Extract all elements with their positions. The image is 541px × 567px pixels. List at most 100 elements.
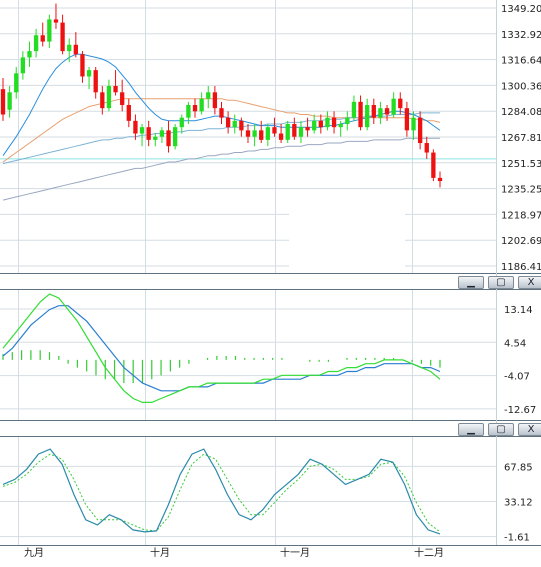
- kd-panel: [2, 448, 441, 535]
- candle-body-16: [106, 85, 112, 109]
- macd-dif-line: [2, 293, 441, 403]
- candle-body-9: [60, 22, 65, 52]
- candle-body-39: [259, 130, 264, 140]
- candle-body-57: [378, 108, 383, 118]
- price-tick-label-7: 1235.25: [501, 185, 541, 196]
- macd-panel: [2, 293, 441, 403]
- month-label-0: 九月: [24, 547, 44, 559]
- candle-body-4: [27, 51, 32, 58]
- candle-body-31: [206, 92, 211, 99]
- month-label-1: 十月: [150, 546, 170, 559]
- candle-body-36: [239, 120, 244, 131]
- macd-minimize-button[interactable]: ▁: [458, 276, 484, 289]
- candle-body-37: [245, 130, 251, 137]
- candle-body-52: [345, 117, 350, 125]
- kd-tick-label-2: -1.61: [504, 533, 530, 544]
- kd-minimize-button[interactable]: ▁: [458, 423, 484, 436]
- price-tick-label-10: 1186.41: [501, 262, 541, 273]
- candle-body-34: [225, 117, 231, 128]
- price-tick-label-4: 1284.08: [501, 107, 541, 118]
- ma-long-line: [2, 137, 440, 201]
- candle-body-22: [146, 127, 151, 140]
- candle-body-38: [252, 130, 257, 137]
- kd-restore-button[interactable]: ▢: [488, 423, 514, 436]
- candle-body-42: [278, 133, 284, 140]
- kd-tick-label-1: 33.12: [504, 497, 533, 508]
- candle-body-41: [272, 127, 277, 134]
- candle-body-65: [431, 152, 436, 178]
- panel-gap-1: [0, 420, 541, 437]
- blank-overlay: [289, 203, 405, 269]
- candle-body-27: [179, 117, 184, 128]
- price-tick-label-9: 1202.69: [501, 236, 541, 247]
- candle-body-11: [73, 44, 78, 55]
- kd-tick-label-0: 67.85: [504, 462, 533, 473]
- candle-body-19: [126, 104, 131, 121]
- candle-body-58: [384, 108, 390, 115]
- candle-body-45: [298, 127, 304, 137]
- candle-body-6: [40, 35, 45, 42]
- candle-body-0: [0, 89, 6, 115]
- candle-body-64: [424, 143, 429, 153]
- candle-body-55: [365, 104, 370, 128]
- kd-d-line: [2, 453, 441, 533]
- macd-tick-label-2: -4.07: [504, 372, 530, 383]
- candle-body-54: [358, 101, 363, 128]
- price-tick-label-2: 1316.64: [501, 56, 541, 67]
- macd-tick-label-0: 13.14: [504, 305, 533, 316]
- candle-body-14: [93, 70, 98, 93]
- candle-body-63: [417, 117, 423, 144]
- candle-body-53: [351, 101, 357, 118]
- price-tick-label-6: 1251.53: [501, 159, 541, 170]
- candle-body-48: [318, 120, 323, 128]
- panel-gap-0: [0, 273, 541, 290]
- macd-tick-label-1: 4.54: [504, 338, 526, 349]
- candle-body-21: [139, 127, 145, 134]
- candle-body-49: [325, 117, 330, 128]
- candle-body-8: [53, 19, 59, 23]
- price-tick-label-3: 1300.36: [501, 81, 541, 92]
- candle-body-44: [292, 124, 297, 137]
- candle-body-10: [67, 44, 72, 52]
- kd-k-line: [2, 448, 441, 535]
- candle-body-43: [285, 124, 290, 140]
- candle-body-28: [186, 104, 191, 118]
- macd-close-button[interactable]: X: [518, 276, 541, 289]
- candle-body-2: [14, 73, 19, 93]
- candle-body-20: [133, 120, 138, 134]
- candle-body-51: [338, 124, 343, 128]
- candle-body-47: [312, 120, 317, 131]
- month-label-3: 十二月: [414, 546, 444, 559]
- candle-body-3: [20, 57, 26, 74]
- candle-body-17: [113, 85, 118, 93]
- candle-body-59: [391, 98, 396, 115]
- kd-close-button[interactable]: X: [518, 423, 541, 436]
- candle-body-25: [166, 130, 171, 147]
- candle-body-40: [265, 127, 271, 140]
- candle-body-66: [437, 177, 443, 182]
- candle-body-30: [199, 98, 204, 112]
- candle-body-7: [47, 19, 52, 42]
- price-tick-label-0: 1349.20: [501, 4, 541, 15]
- candle-body-18: [120, 92, 125, 105]
- candle-body-29: [192, 104, 198, 112]
- price-panel: [0, 3, 496, 269]
- candle-body-46: [305, 127, 310, 131]
- candle-body-12: [80, 54, 85, 77]
- macd-dea-line: [2, 305, 441, 392]
- candle-body-61: [404, 108, 410, 131]
- candle-body-23: [153, 136, 158, 140]
- candle-body-60: [398, 98, 403, 109]
- month-label-2: 十一月: [280, 546, 310, 559]
- candle-body-13: [86, 70, 92, 77]
- candle-body-62: [411, 117, 416, 131]
- price-tick-label-5: 1267.81: [501, 133, 541, 144]
- macd-restore-button[interactable]: ▢: [488, 276, 514, 289]
- grid-layer: [0, 0, 541, 546]
- candle-body-26: [172, 127, 178, 147]
- candle-body-56: [371, 104, 376, 118]
- candle-body-1: [7, 92, 12, 110]
- candle-body-32: [212, 92, 218, 109]
